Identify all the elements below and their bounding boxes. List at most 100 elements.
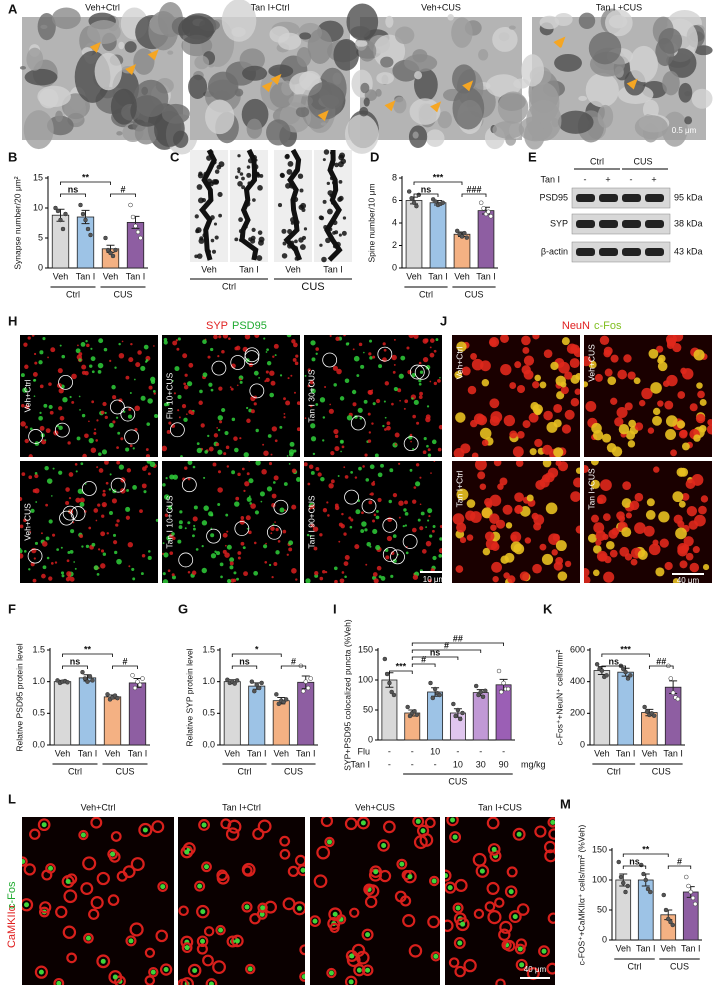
texture — [333, 38, 360, 71]
fluor-image — [178, 817, 305, 985]
x-tick-label: Tan I — [78, 748, 98, 758]
nucleus — [365, 967, 371, 973]
panel-letter: H — [8, 313, 17, 328]
data-point — [85, 226, 91, 232]
stain-label: NeuN — [562, 320, 590, 332]
puncta — [86, 343, 90, 348]
puncta — [283, 482, 288, 486]
data-point — [391, 692, 397, 698]
data-point — [55, 208, 61, 214]
puncta — [431, 529, 435, 533]
cell — [90, 817, 103, 829]
puncta — [78, 395, 81, 398]
data-point — [651, 713, 657, 718]
y-tick-label: 150 — [358, 644, 373, 654]
puncta — [48, 576, 53, 581]
puncta — [192, 534, 195, 538]
puncta — [52, 533, 56, 537]
texture — [210, 238, 215, 243]
texture — [492, 26, 518, 52]
puncta — [172, 474, 178, 480]
cell — [677, 391, 686, 399]
puncta — [420, 511, 425, 516]
puncta — [74, 567, 77, 570]
cell — [505, 522, 513, 529]
puncta — [173, 392, 176, 395]
cell — [456, 522, 467, 533]
cell — [514, 492, 524, 503]
puncta — [231, 470, 236, 475]
texture — [414, 71, 423, 80]
x-tick-label: Veh — [594, 748, 610, 758]
puncta — [24, 438, 29, 444]
y-axis-label: c-FOS⁺+CaMKIIα⁺ cells/mm² (%Veh) — [576, 824, 586, 965]
cell — [624, 402, 633, 411]
texture — [237, 181, 243, 187]
coloc-circle — [120, 406, 136, 422]
texture — [319, 243, 323, 247]
nucleus — [415, 818, 421, 824]
cell — [138, 822, 153, 838]
cell — [645, 510, 656, 520]
puncta — [183, 382, 187, 386]
texture — [554, 53, 582, 72]
puncta — [417, 518, 421, 522]
texture — [295, 168, 300, 173]
puncta — [48, 404, 53, 410]
cell — [356, 817, 370, 830]
puncta — [270, 526, 275, 531]
cell — [679, 560, 688, 569]
puncta — [364, 528, 368, 532]
image-title: Tan I+Ctrl — [251, 2, 290, 12]
cell — [592, 569, 600, 577]
puncta — [412, 499, 417, 504]
cell — [700, 495, 709, 503]
puncta — [439, 537, 442, 541]
puncta — [370, 492, 374, 496]
cell — [545, 502, 558, 515]
cell — [638, 399, 646, 407]
puncta — [98, 338, 104, 344]
data-point — [594, 662, 600, 667]
puncta — [265, 370, 269, 374]
puncta — [50, 495, 53, 497]
sig-bracket — [622, 853, 669, 857]
puncta — [330, 451, 335, 456]
puncta — [222, 335, 229, 339]
cell — [672, 491, 684, 503]
stain-label: SYP — [206, 320, 228, 332]
puncta — [419, 503, 422, 506]
puncta — [210, 388, 214, 392]
puncta — [208, 382, 213, 387]
cell — [130, 857, 145, 872]
cell — [534, 408, 542, 416]
puncta — [45, 428, 51, 434]
puncta — [69, 549, 74, 554]
image-title: Veh+CUS — [355, 802, 395, 812]
arrowhead — [626, 78, 638, 90]
dendrite — [283, 148, 303, 261]
coloc-circle — [234, 521, 250, 536]
puncta — [104, 415, 108, 420]
puncta — [24, 425, 28, 429]
puncta — [433, 381, 438, 386]
cell — [500, 363, 512, 376]
puncta — [230, 578, 235, 583]
cell — [484, 498, 493, 507]
band — [576, 248, 595, 256]
puncta — [266, 360, 272, 366]
cell — [666, 337, 676, 347]
data-point — [130, 673, 135, 678]
cell — [495, 978, 506, 985]
nucleus — [450, 817, 456, 823]
bar — [128, 682, 147, 746]
puncta — [398, 373, 404, 379]
data-point — [387, 680, 392, 686]
cell — [590, 479, 600, 489]
texture — [360, 82, 370, 94]
puncta — [244, 481, 250, 487]
sig-label: ns — [421, 184, 432, 194]
puncta — [39, 350, 44, 355]
sig-bracket — [231, 653, 282, 657]
texture — [332, 244, 337, 249]
